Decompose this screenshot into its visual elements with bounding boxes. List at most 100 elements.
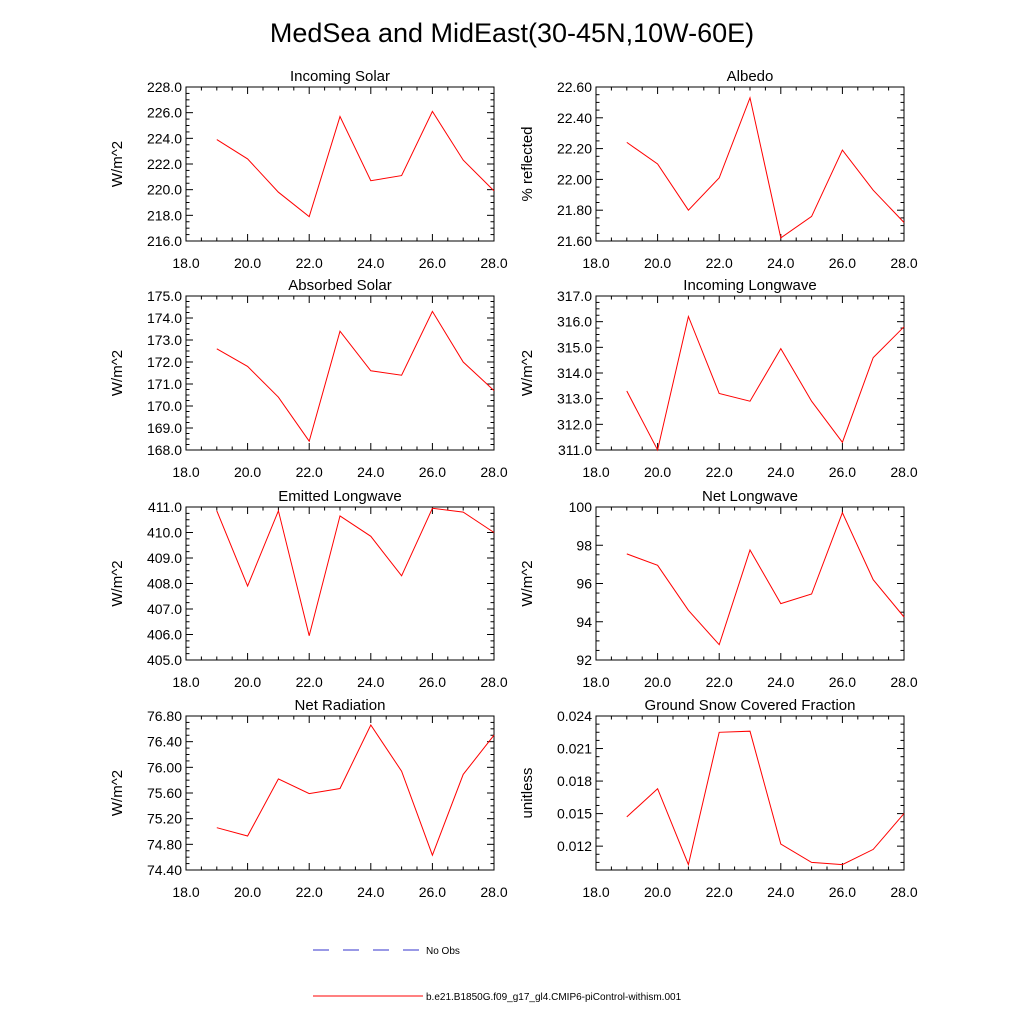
series-line: [626, 511, 905, 646]
y-tick-label: 228.0: [147, 79, 182, 95]
panel-title: Absorbed Solar: [288, 277, 391, 294]
x-tick-label: 20.0: [234, 674, 261, 690]
panel-title: Incoming Solar: [290, 68, 390, 85]
y-tick-label: 21.80: [557, 202, 592, 218]
panel-incoming-longwave: Incoming Longwave 18.0 20.0 22.0 24.0 26.0 28.…: [519, 277, 918, 480]
x-tick-label: 24.0: [357, 464, 384, 480]
y-tick-label: 169.0: [147, 420, 182, 436]
y-tick-label: 226.0: [147, 105, 182, 121]
x-tick-label: 22.0: [706, 674, 733, 690]
series-line: [626, 96, 905, 239]
x-tick-label: 22.0: [706, 464, 733, 480]
x-tick-label: 28.0: [480, 255, 507, 271]
y-tick-label: 173.0: [147, 332, 182, 348]
y-tick-label: 76.40: [147, 734, 182, 750]
x-tick-label: 22.0: [706, 255, 733, 271]
x-tick-label: 28.0: [890, 464, 917, 480]
x-tick-label: 28.0: [480, 884, 507, 900]
y-tick-label: 315.0: [557, 339, 592, 355]
panel-incoming-solar: Incoming Solar 18.0 20.0 22.0 24.0 26.0 28.0 21…: [109, 68, 508, 271]
panel-albedo: Albedo 18.0 20.0 22.0 24.0 26.0 28.0 21.60 21.80…: [519, 68, 918, 271]
x-tick-label: 28.0: [890, 674, 917, 690]
y-tick-label: 76.80: [147, 708, 182, 724]
y-axis-label: % reflected: [519, 126, 536, 201]
x-tick-label: 26.0: [419, 674, 446, 690]
y-tick-label: 0.015: [557, 806, 592, 822]
panels-group: Incoming Solar 18.0 20.0 22.0 24.0 26.0 28.0 21…: [109, 68, 918, 900]
y-tick-label: 317.0: [557, 288, 592, 304]
y-tick-label: 175.0: [147, 288, 182, 304]
series-line: [216, 110, 495, 218]
x-tick-label: 18.0: [172, 464, 199, 480]
x-tick-label: 22.0: [296, 464, 323, 480]
x-tick-label: 28.0: [890, 255, 917, 271]
y-tick-label: 0.024: [557, 708, 592, 724]
x-tick-label: 24.0: [767, 464, 794, 480]
figure-title: MedSea and MidEast(30-45N,10W-60E): [270, 18, 754, 48]
x-tick-label: 24.0: [357, 884, 384, 900]
y-tick-label: 220.0: [147, 182, 182, 198]
series-line: [626, 730, 905, 867]
y-tick-label: 74.80: [147, 836, 182, 852]
x-tick-label: 28.0: [480, 464, 507, 480]
legend-no-obs-label: No Obs: [426, 946, 460, 957]
y-tick-label: 76.00: [147, 759, 182, 775]
y-tick-label: 407.0: [147, 601, 182, 617]
y-tick-label: 94: [576, 614, 592, 630]
x-tick-label: 26.0: [829, 884, 856, 900]
x-tick-label: 28.0: [480, 674, 507, 690]
legend-model-label: b.e21.B1850G.f09_g17_gl4.CMIP6-piControl…: [426, 992, 682, 1003]
y-tick-label: 96: [576, 576, 592, 592]
x-tick-label: 26.0: [829, 674, 856, 690]
y-tick-label: 22.40: [557, 110, 592, 126]
y-tick-label: 170.0: [147, 398, 182, 414]
x-tick-label: 22.0: [296, 674, 323, 690]
x-tick-label: 20.0: [644, 884, 671, 900]
x-tick-label: 20.0: [234, 464, 261, 480]
y-axis-label: W/m^2: [519, 350, 536, 396]
x-tick-label: 28.0: [890, 884, 917, 900]
plot-frame: [595, 295, 905, 451]
panel-title: Net Radiation: [295, 697, 386, 714]
plot-frame: [595, 715, 905, 871]
plot-frame: [185, 295, 495, 451]
y-tick-label: 311.0: [558, 442, 592, 458]
plot-frame: [595, 86, 905, 242]
series-line: [216, 310, 495, 443]
plot-frame: [185, 715, 495, 871]
panel-title: Emitted Longwave: [278, 488, 401, 505]
x-tick-label: 24.0: [767, 674, 794, 690]
x-tick-label: 18.0: [172, 255, 199, 271]
x-tick-label: 18.0: [172, 674, 199, 690]
y-axis-label: W/m^2: [519, 560, 536, 606]
x-tick-label: 18.0: [582, 255, 609, 271]
series-line: [216, 507, 495, 636]
x-tick-label: 26.0: [829, 255, 856, 271]
y-tick-label: 408.0: [147, 576, 182, 592]
x-tick-label: 20.0: [644, 255, 671, 271]
y-axis-label: W/m^2: [109, 770, 126, 816]
x-tick-label: 24.0: [767, 884, 794, 900]
y-tick-label: 74.40: [147, 862, 182, 878]
x-tick-label: 18.0: [582, 674, 609, 690]
y-tick-label: 174.0: [147, 310, 182, 326]
x-tick-label: 20.0: [644, 464, 671, 480]
y-tick-label: 22.00: [557, 171, 592, 187]
y-tick-label: 410.0: [147, 525, 182, 541]
panel-net-longwave: Net Longwave 18.0 20.0 22.0 24.0 26.0 28.0 92 94…: [519, 488, 918, 690]
series-line: [626, 314, 905, 452]
y-tick-label: 22.20: [557, 141, 592, 157]
plot-frame: [595, 506, 905, 661]
y-tick-label: 92: [576, 652, 592, 668]
y-tick-label: 313.0: [557, 391, 592, 407]
x-tick-label: 22.0: [296, 255, 323, 271]
plot-frame: [185, 86, 495, 242]
x-tick-label: 26.0: [419, 255, 446, 271]
y-tick-label: 100: [569, 499, 593, 515]
y-tick-label: 0.021: [557, 741, 592, 757]
y-tick-label: 171.0: [147, 376, 182, 392]
y-tick-label: 75.20: [147, 811, 182, 827]
panel-absorbed-solar: Absorbed Solar 18.0 20.0 22.0 24.0 26.0 28.0 16…: [109, 277, 508, 480]
y-tick-label: 22.60: [557, 79, 592, 95]
x-tick-label: 18.0: [172, 884, 199, 900]
